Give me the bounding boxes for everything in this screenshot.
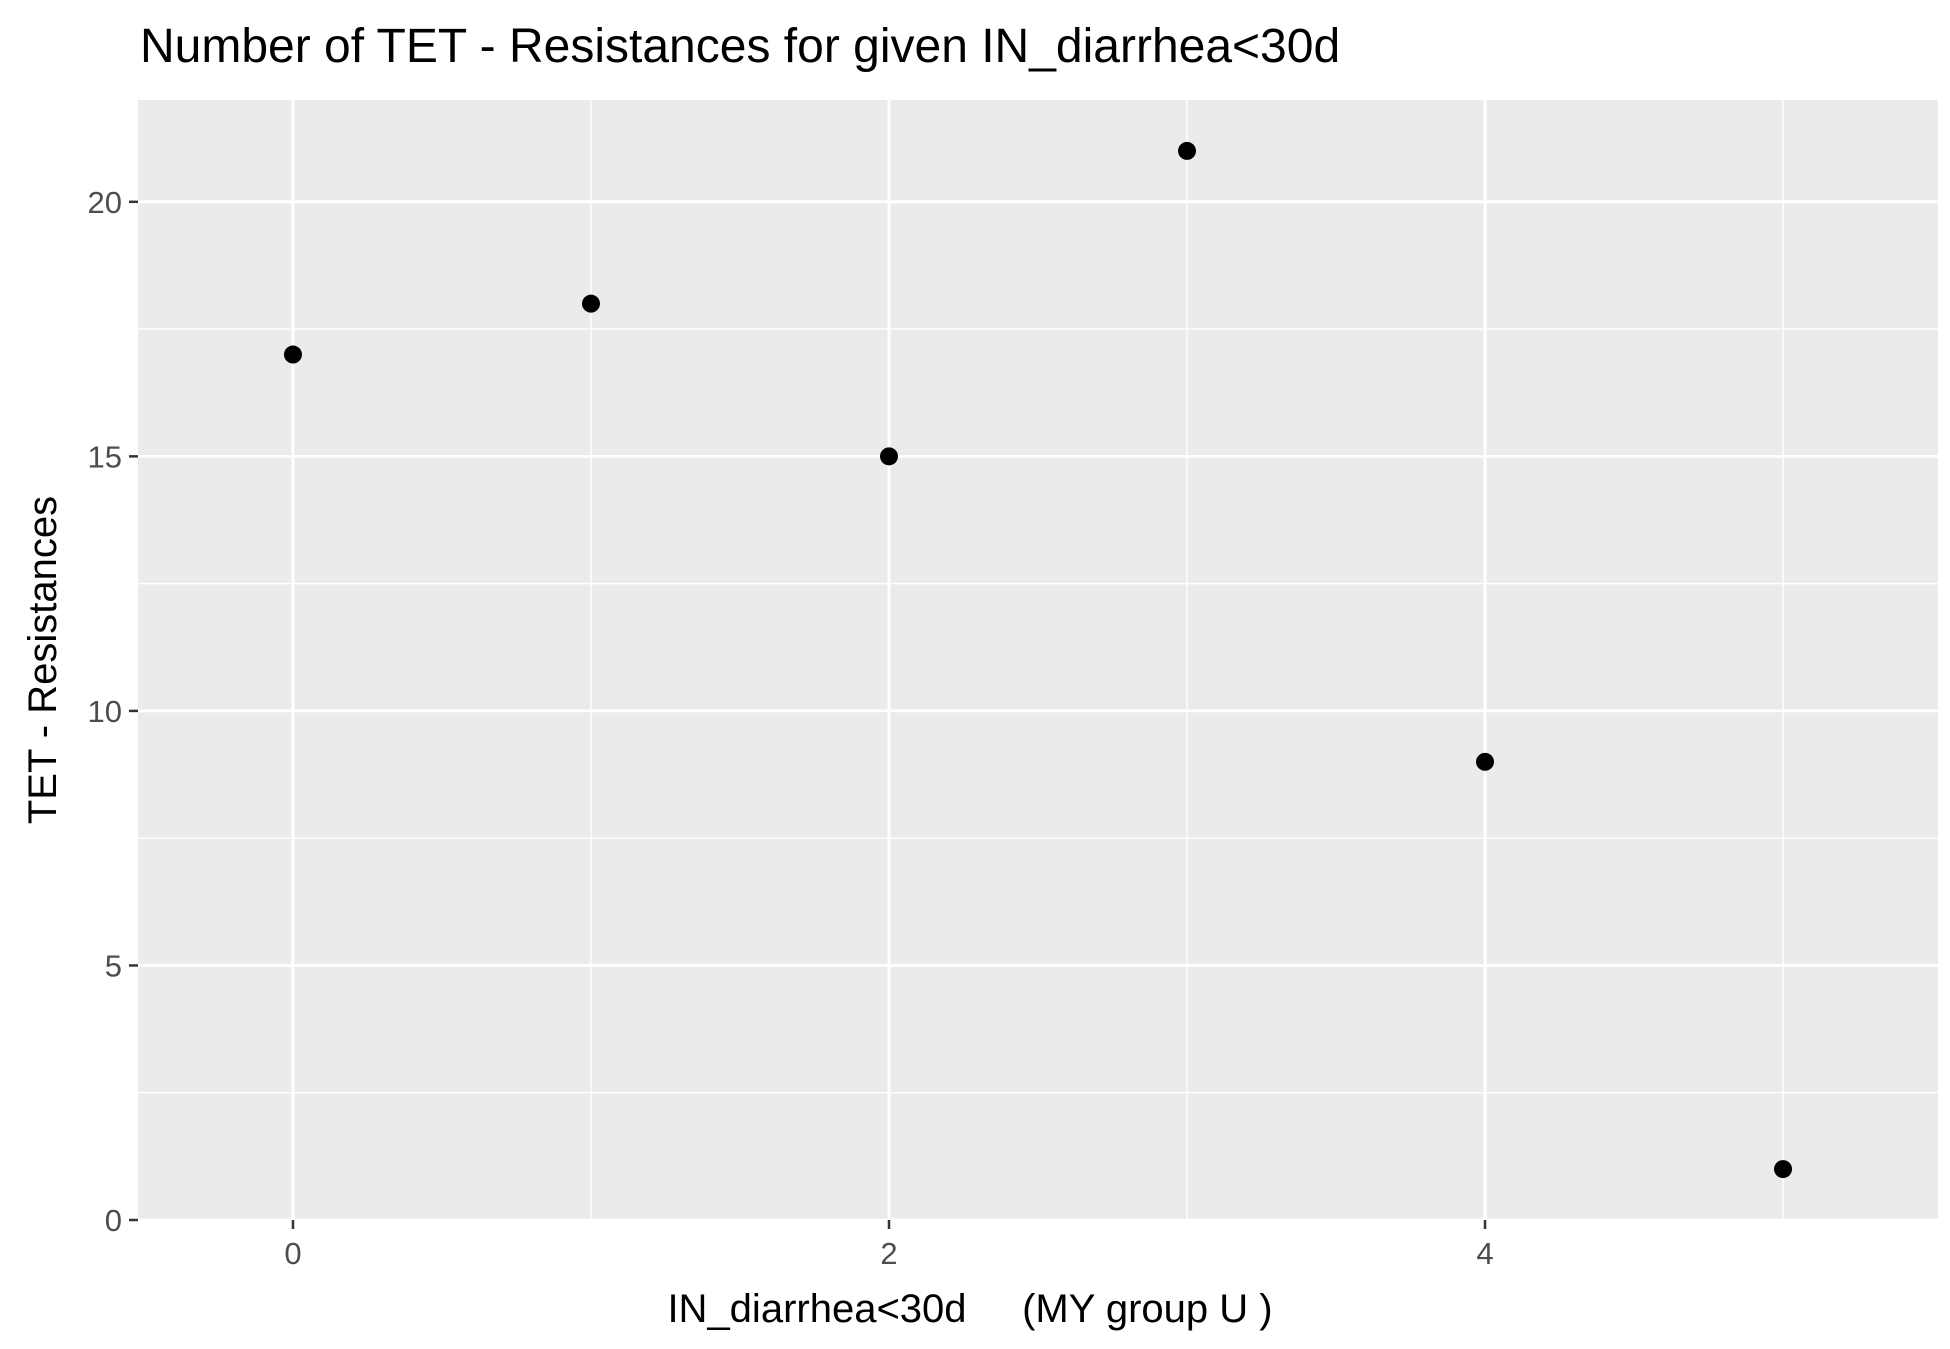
x-tick-label: 2 (880, 1236, 897, 1271)
minor-gridlines (138, 100, 1938, 1220)
data-point (1178, 141, 1197, 160)
y-axis-ticks: 0 5 10 15 20 (88, 185, 138, 1238)
x-tick-label: 0 (284, 1236, 301, 1271)
plot-panel (138, 100, 1938, 1220)
major-gridlines (138, 100, 1938, 1222)
y-tick-label: 0 (105, 1203, 122, 1238)
x-axis-ticks: 0 2 4 (284, 1220, 1494, 1271)
data-point (879, 447, 898, 466)
y-tick-label: 20 (88, 185, 122, 220)
y-tick-label: 15 (88, 439, 122, 474)
chart-title: Number of TET - Resistances for given IN… (140, 20, 1340, 73)
data-point (283, 345, 302, 364)
data-points (283, 141, 1793, 1179)
y-tick-label: 5 (105, 948, 122, 983)
x-tick-label: 4 (1476, 1236, 1493, 1271)
data-point (1774, 1160, 1793, 1179)
y-axis-title: TET - Resistances (21, 496, 65, 824)
x-axis-title: IN_diarrhea<30d (MY group U ) (667, 1287, 1272, 1331)
data-point (1476, 752, 1495, 771)
data-point (581, 294, 600, 313)
y-tick-label: 10 (88, 694, 122, 729)
